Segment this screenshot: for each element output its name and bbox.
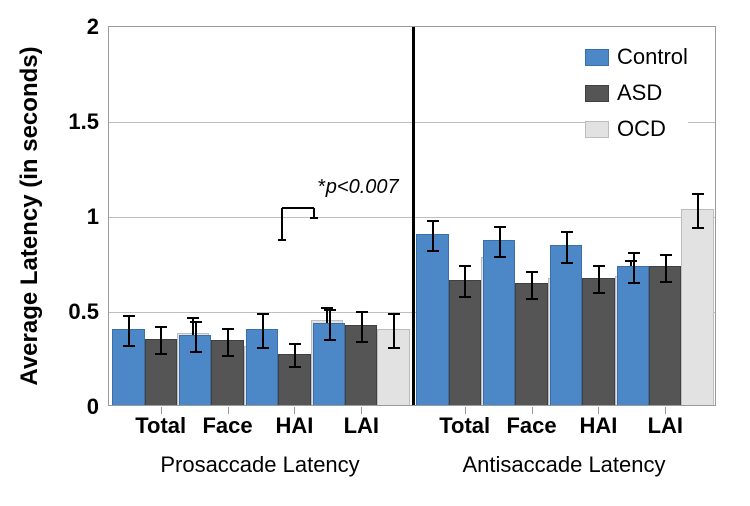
legend-label: Control: [617, 44, 688, 70]
y-tick-label: 0: [87, 394, 109, 420]
legend-swatch: [585, 121, 609, 138]
x-tick-mark: [665, 407, 666, 414]
bar: [681, 209, 713, 405]
legend-item: OCD: [585, 116, 688, 142]
bar: [449, 280, 481, 405]
error-bar: [465, 266, 466, 296]
error-bar: [698, 194, 699, 228]
error-bar: [128, 316, 129, 346]
error-bar: [294, 344, 295, 367]
error-bar: [633, 253, 634, 283]
error-bar: [499, 227, 500, 257]
x-group-label: Prosaccade Latency: [160, 452, 359, 478]
legend-item: Control: [585, 44, 688, 70]
error-bar: [361, 312, 362, 342]
x-tick-mark: [598, 407, 599, 414]
error-bar: [566, 232, 567, 262]
legend: Control ASD OCD: [585, 42, 688, 152]
error-bar: [262, 314, 263, 348]
bar: [617, 266, 649, 405]
x-group-label: Antisaccade Latency: [462, 452, 665, 478]
bar: [582, 278, 614, 405]
latency-bar-chart: 00.511.52TotalFaceHAILAITotalFaceHAILAI …: [0, 0, 750, 506]
legend-label: ASD: [617, 80, 662, 106]
significance-annotation: *p<0.007: [318, 176, 399, 199]
x-tick-mark: [532, 407, 533, 414]
error-bar: [532, 272, 533, 299]
y-tick-label: 2: [87, 14, 109, 40]
bar: [416, 234, 448, 405]
bar: [550, 245, 582, 405]
x-tick-mark: [361, 407, 362, 414]
bar: [483, 240, 515, 405]
legend-item: ASD: [585, 80, 688, 106]
y-tick-label: 0.5: [68, 299, 109, 325]
y-axis-label: Average Latency (in seconds): [16, 46, 44, 385]
error-bar: [394, 314, 395, 348]
error-bar: [161, 327, 162, 354]
bar: [515, 283, 547, 405]
error-bar: [195, 322, 196, 352]
legend-swatch: [585, 49, 609, 66]
x-tick-mark: [228, 407, 229, 414]
error-bar: [329, 310, 330, 340]
x-tick-mark: [294, 407, 295, 414]
error-bar: [665, 255, 666, 282]
x-tick-mark: [161, 407, 162, 414]
bar: [649, 266, 681, 405]
error-bar: [432, 221, 433, 251]
x-tick-mark: [465, 407, 466, 414]
legend-swatch: [585, 85, 609, 102]
legend-label: OCD: [617, 116, 666, 142]
y-tick-label: 1: [87, 204, 109, 230]
error-bar: [598, 266, 599, 293]
y-tick-label: 1.5: [68, 109, 109, 135]
error-bar: [228, 329, 229, 356]
section-divider: [412, 27, 415, 405]
